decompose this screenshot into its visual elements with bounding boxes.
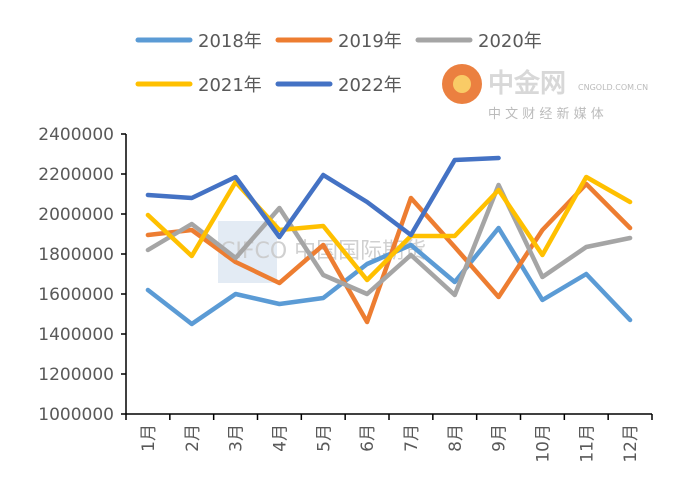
series-group bbox=[145, 155, 633, 327]
x-tick-label: 5月 bbox=[314, 424, 334, 452]
legend-label: 2022年 bbox=[338, 75, 402, 96]
legend-label: 2019年 bbox=[338, 31, 402, 52]
x-tick-label: 10月 bbox=[533, 424, 553, 463]
legend-item: 2021年 bbox=[135, 75, 262, 96]
legend-label: 2021年 bbox=[198, 75, 262, 96]
legend: 2018年 2019年 2020年 2021年 2022年 bbox=[135, 31, 542, 96]
y-tick-label: 2400000 bbox=[38, 125, 114, 145]
legend-item: 2020年 bbox=[415, 31, 542, 52]
x-tick-label: 4月 bbox=[270, 424, 290, 452]
y-tick-label: 2200000 bbox=[38, 165, 114, 185]
y-tick-label: 1200000 bbox=[38, 365, 114, 385]
y-tick-label: 1400000 bbox=[38, 325, 114, 345]
series-line-2021年 bbox=[145, 174, 633, 283]
x-tick-label: 2月 bbox=[183, 424, 203, 452]
legend-label: 2018年 bbox=[198, 31, 262, 52]
y-tick-label: 1600000 bbox=[38, 285, 114, 305]
x-tick-label: 8月 bbox=[446, 424, 466, 452]
x-tick-label: 7月 bbox=[402, 424, 422, 452]
cngold-logo-inner bbox=[453, 75, 471, 93]
cngold-slogan: 中 文 财 经 新 媒 体 bbox=[488, 106, 604, 122]
legend-item: 2019年 bbox=[275, 31, 402, 52]
y-tick-label: 1800000 bbox=[38, 245, 114, 265]
x-tick-label: 9月 bbox=[490, 424, 510, 452]
axes: 1000000 1200000 1400000 1600000 1800000 20000… bbox=[38, 125, 653, 463]
cngold-url: CNGOLD.COM.CN bbox=[578, 83, 648, 92]
x-tick-label: 6月 bbox=[358, 424, 378, 452]
legend-label: 2020年 bbox=[478, 31, 542, 52]
x-tick-label: 3月 bbox=[227, 424, 247, 452]
x-tick-label: 11月 bbox=[577, 424, 597, 463]
y-tick-label: 1000000 bbox=[38, 405, 114, 425]
cifco-watermark: CIFCO 中国国际期货 bbox=[218, 221, 426, 283]
x-tick-label: 12月 bbox=[621, 424, 641, 463]
cngold-name: 中金网 bbox=[488, 68, 566, 99]
legend-item: 2018年 bbox=[135, 31, 262, 52]
series-line-2020年 bbox=[145, 182, 633, 298]
x-tick-label: 1月 bbox=[139, 424, 159, 452]
y-tick-label: 2000000 bbox=[38, 205, 114, 225]
legend-item: 2022年 bbox=[275, 75, 402, 96]
cngold-watermark: 中金网 CNGOLD.COM.CN 中 文 财 经 新 媒 体 bbox=[442, 64, 648, 122]
